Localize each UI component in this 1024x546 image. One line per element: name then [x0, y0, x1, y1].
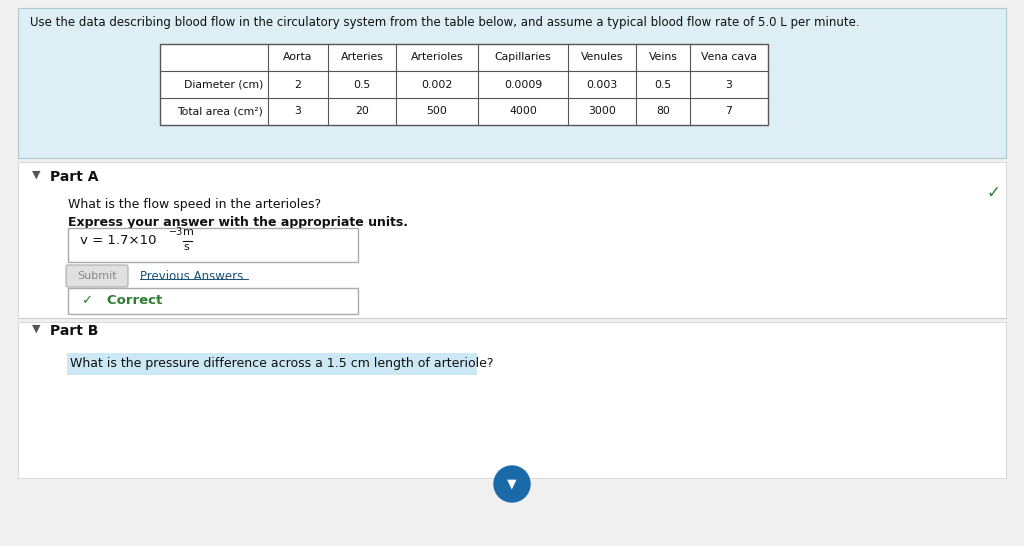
Text: Venules: Venules: [581, 52, 624, 62]
FancyBboxPatch shape: [66, 265, 128, 287]
Text: Arteries: Arteries: [341, 52, 383, 62]
Text: ▼: ▼: [32, 170, 41, 180]
Text: Arterioles: Arterioles: [411, 52, 463, 62]
Text: 7: 7: [726, 106, 732, 116]
Text: −3: −3: [169, 227, 183, 237]
Bar: [160, 44, 768, 125]
Text: 3: 3: [726, 80, 732, 90]
Text: Veins: Veins: [648, 52, 678, 62]
Text: ▼: ▼: [507, 478, 517, 490]
Text: 0.003: 0.003: [587, 80, 617, 90]
Text: Express your answer with the appropriate units.: Express your answer with the appropriate…: [68, 216, 408, 229]
Text: 80: 80: [656, 106, 670, 116]
Bar: [18, 162, 1006, 318]
Text: Aorta: Aorta: [284, 52, 312, 62]
Text: ▼: ▼: [32, 324, 41, 334]
Text: 0.5: 0.5: [353, 80, 371, 90]
Text: s: s: [183, 242, 188, 252]
Text: Vena cava: Vena cava: [701, 52, 757, 62]
Text: v = 1.7×10: v = 1.7×10: [80, 234, 157, 247]
Text: 2: 2: [295, 80, 301, 90]
Bar: [18, 322, 1006, 478]
Text: 3: 3: [295, 106, 301, 116]
Bar: [68, 228, 358, 262]
Text: Previous Answers: Previous Answers: [140, 270, 244, 282]
Text: ✓   Correct: ✓ Correct: [82, 294, 162, 307]
Bar: [18, 8, 1006, 158]
Text: 500: 500: [427, 106, 447, 116]
Circle shape: [494, 466, 530, 502]
Text: 0.0009: 0.0009: [504, 80, 542, 90]
Text: Part A: Part A: [50, 170, 98, 184]
Text: Diameter (cm): Diameter (cm): [183, 80, 263, 90]
Text: What is the pressure difference across a 1.5 cm length of arteriole?: What is the pressure difference across a…: [70, 358, 494, 371]
Text: What is the flow speed in the arterioles?: What is the flow speed in the arterioles…: [68, 198, 322, 211]
Text: 20: 20: [355, 106, 369, 116]
Bar: [67, 353, 477, 375]
Text: m: m: [183, 227, 194, 237]
Text: Use the data describing blood flow in the circulatory system from the table belo: Use the data describing blood flow in th…: [30, 16, 859, 29]
Text: 0.002: 0.002: [421, 80, 453, 90]
Text: Part B: Part B: [50, 324, 98, 338]
Text: 0.5: 0.5: [654, 80, 672, 90]
Text: Submit: Submit: [77, 271, 117, 281]
Text: Capillaries: Capillaries: [495, 52, 551, 62]
Text: Total area (cm²): Total area (cm²): [177, 106, 263, 116]
Bar: [68, 288, 358, 314]
Text: 3000: 3000: [588, 106, 616, 116]
Text: 4000: 4000: [509, 106, 537, 116]
Text: ✓: ✓: [986, 184, 1000, 202]
